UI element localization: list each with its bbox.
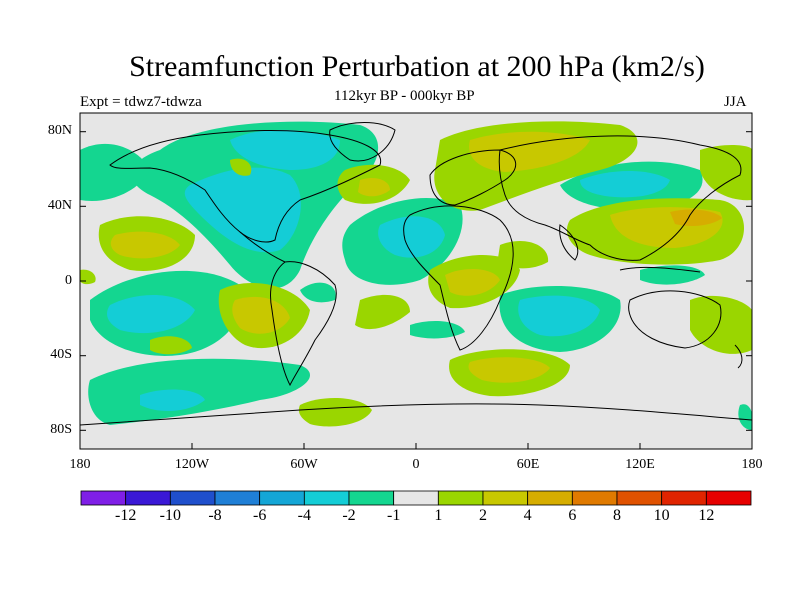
lat-label: 0 xyxy=(65,273,72,288)
contour-region xyxy=(110,231,180,259)
colorbar-box xyxy=(437,490,484,506)
lon-label: 120E xyxy=(625,457,655,472)
contour-region xyxy=(378,216,445,258)
coastline-north-america xyxy=(109,130,382,243)
contour-region xyxy=(518,295,600,337)
coastline-indonesia xyxy=(619,266,701,273)
colorbar-label: 6 xyxy=(568,507,577,524)
colorbar-label: 8 xyxy=(613,507,621,524)
contour-region xyxy=(468,357,550,383)
colorbar-box xyxy=(80,490,127,506)
colorbar-box xyxy=(169,490,216,506)
lon-label: 0 xyxy=(412,457,420,472)
colorbar-box xyxy=(571,490,618,506)
contour-region xyxy=(80,143,150,201)
lat-label: 40S xyxy=(50,347,72,362)
colorbar-box xyxy=(482,490,529,506)
contour-region xyxy=(355,294,410,330)
contour-region xyxy=(690,295,752,354)
contour-region xyxy=(670,209,722,226)
lat-label: 80S xyxy=(50,422,72,437)
lon-label: 60W xyxy=(290,457,318,472)
colorbar-box xyxy=(527,490,573,506)
lon-label: 180 xyxy=(69,457,91,472)
contour-field xyxy=(80,121,752,430)
lon-label: 180 xyxy=(741,457,763,472)
colorbar-label: 2 xyxy=(479,507,487,524)
contour-region xyxy=(498,241,549,269)
colorbar-box xyxy=(661,490,707,506)
plot-subtitle: 112kyr BP - 000kyr BP xyxy=(334,88,475,104)
contour-region xyxy=(232,296,290,334)
contour-region xyxy=(358,178,390,197)
colorbar-box xyxy=(616,490,663,506)
contour-region xyxy=(230,129,340,170)
coastline-europe xyxy=(429,149,517,206)
contour-region xyxy=(107,294,195,334)
colorbar-label: -2 xyxy=(342,507,356,524)
colorbar-label: -8 xyxy=(208,507,222,524)
contour-region xyxy=(700,145,752,201)
coastline-new-zealand xyxy=(734,344,743,369)
colorbar-label: -12 xyxy=(114,507,137,524)
contour-region xyxy=(410,320,465,339)
coastline-africa xyxy=(403,205,514,351)
contour-region xyxy=(150,336,192,355)
colorbar-box xyxy=(705,490,752,506)
contour-region xyxy=(300,282,336,303)
contour-region xyxy=(580,171,670,198)
coastline-antarctica xyxy=(80,403,752,426)
contour-region xyxy=(445,268,500,296)
colorbar-box xyxy=(125,490,171,506)
colorbar-label: 10 xyxy=(653,507,670,524)
colorbar-box xyxy=(303,490,350,506)
colorbar-label: -1 xyxy=(386,507,401,524)
contour-region xyxy=(140,389,205,412)
coastline-south-america xyxy=(270,261,337,387)
coastline-greenland xyxy=(329,122,396,162)
axis-ticks xyxy=(79,131,753,449)
colorbar xyxy=(80,490,752,506)
colorbar-box xyxy=(214,490,261,506)
colorbar-label: 12 xyxy=(698,507,715,524)
plot-title: Streamfunction Perturbation at 200 hPa (… xyxy=(129,50,705,83)
colorbar-box xyxy=(393,490,439,506)
coastlines xyxy=(80,122,752,426)
coastline-india xyxy=(559,224,579,261)
colorbar-label: -6 xyxy=(252,507,267,524)
coastline-asia xyxy=(498,135,742,261)
lat-label: 80N xyxy=(47,123,72,138)
colorbar-label: -10 xyxy=(159,507,181,524)
contour-region xyxy=(298,398,372,427)
colorbar-box xyxy=(259,490,305,506)
colorbar-label: -4 xyxy=(297,507,311,524)
experiment-label: Expt = tdwz7-tdwza xyxy=(80,94,202,110)
contour-region xyxy=(230,158,252,176)
contour-region xyxy=(88,358,311,425)
season-label: JJA xyxy=(724,94,747,110)
coastline-central-america xyxy=(239,231,286,263)
lon-label: 60E xyxy=(516,457,540,472)
colorbar-label: 1 xyxy=(434,507,443,524)
contour-region xyxy=(738,404,752,430)
contour-region xyxy=(184,167,301,253)
lat-label: 40N xyxy=(47,198,72,213)
colorbar-label: 4 xyxy=(523,507,532,524)
lon-label: 120W xyxy=(174,457,210,472)
colorbar-box xyxy=(348,490,395,506)
coastline-australia xyxy=(628,290,722,349)
